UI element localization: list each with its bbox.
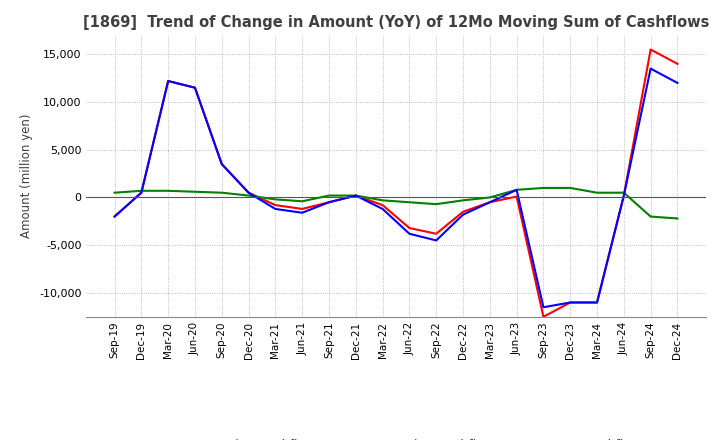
Operating Cashflow <box>459 209 467 214</box>
Investing Cashflow <box>271 197 279 202</box>
Investing Cashflow <box>673 216 682 221</box>
Free Cashflow <box>513 187 521 192</box>
Investing Cashflow <box>647 214 655 219</box>
Investing Cashflow <box>485 195 494 200</box>
Free Cashflow <box>137 190 145 195</box>
Legend: Operating Cashflow, Investing Cashflow, Free Cashflow: Operating Cashflow, Investing Cashflow, … <box>146 434 646 440</box>
Title: [1869]  Trend of Change in Amount (YoY) of 12Mo Moving Sum of Cashflows: [1869] Trend of Change in Amount (YoY) o… <box>83 15 709 30</box>
Investing Cashflow <box>593 190 601 195</box>
Free Cashflow <box>325 200 333 205</box>
Free Cashflow <box>378 206 387 212</box>
Free Cashflow <box>673 80 682 85</box>
Free Cashflow <box>432 238 441 243</box>
Investing Cashflow <box>405 200 414 205</box>
Operating Cashflow <box>351 193 360 198</box>
Operating Cashflow <box>325 200 333 205</box>
Operating Cashflow <box>673 61 682 66</box>
Free Cashflow <box>593 300 601 305</box>
Free Cashflow <box>244 190 253 195</box>
Investing Cashflow <box>164 188 173 194</box>
Free Cashflow <box>539 304 548 310</box>
Free Cashflow <box>485 200 494 205</box>
Investing Cashflow <box>217 190 226 195</box>
Free Cashflow <box>566 300 575 305</box>
Investing Cashflow <box>191 189 199 194</box>
Free Cashflow <box>110 214 119 219</box>
Operating Cashflow <box>378 202 387 208</box>
Operating Cashflow <box>539 314 548 319</box>
Investing Cashflow <box>513 187 521 192</box>
Investing Cashflow <box>325 193 333 198</box>
Investing Cashflow <box>298 198 307 204</box>
Operating Cashflow <box>110 214 119 219</box>
Free Cashflow <box>271 206 279 212</box>
Operating Cashflow <box>164 78 173 84</box>
Free Cashflow <box>164 78 173 84</box>
Free Cashflow <box>619 193 628 198</box>
Operating Cashflow <box>513 194 521 199</box>
Y-axis label: Amount (million yen): Amount (million yen) <box>20 114 34 238</box>
Operating Cashflow <box>647 47 655 52</box>
Free Cashflow <box>298 210 307 216</box>
Line: Investing Cashflow: Investing Cashflow <box>114 188 678 219</box>
Free Cashflow <box>647 66 655 71</box>
Operating Cashflow <box>217 161 226 167</box>
Operating Cashflow <box>137 190 145 195</box>
Investing Cashflow <box>137 188 145 194</box>
Free Cashflow <box>191 85 199 90</box>
Operating Cashflow <box>619 193 628 198</box>
Operating Cashflow <box>566 300 575 305</box>
Operating Cashflow <box>271 202 279 208</box>
Free Cashflow <box>405 231 414 236</box>
Free Cashflow <box>217 161 226 167</box>
Investing Cashflow <box>110 190 119 195</box>
Investing Cashflow <box>244 193 253 198</box>
Investing Cashflow <box>566 185 575 191</box>
Free Cashflow <box>459 212 467 217</box>
Operating Cashflow <box>405 225 414 231</box>
Operating Cashflow <box>298 206 307 212</box>
Investing Cashflow <box>619 190 628 195</box>
Investing Cashflow <box>378 198 387 203</box>
Investing Cashflow <box>432 202 441 207</box>
Line: Free Cashflow: Free Cashflow <box>114 69 678 307</box>
Free Cashflow <box>351 193 360 198</box>
Operating Cashflow <box>191 85 199 90</box>
Operating Cashflow <box>244 190 253 195</box>
Operating Cashflow <box>593 300 601 305</box>
Operating Cashflow <box>432 231 441 236</box>
Operating Cashflow <box>485 200 494 205</box>
Investing Cashflow <box>459 198 467 203</box>
Investing Cashflow <box>539 185 548 191</box>
Line: Operating Cashflow: Operating Cashflow <box>114 50 678 317</box>
Investing Cashflow <box>351 193 360 198</box>
